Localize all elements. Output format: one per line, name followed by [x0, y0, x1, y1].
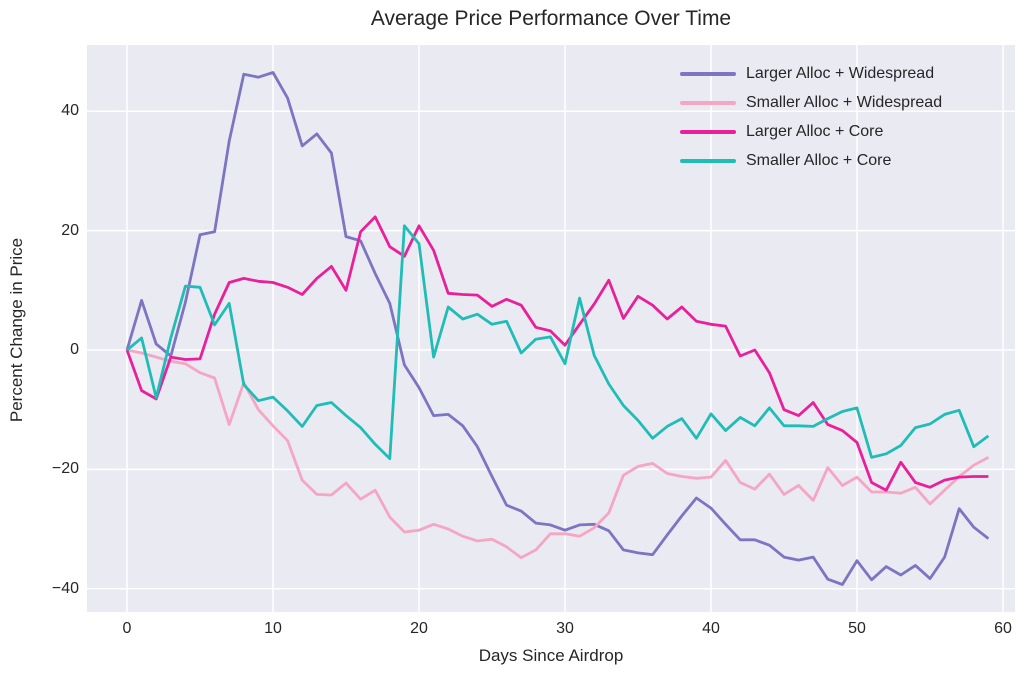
- legend-line-swatch: [680, 71, 736, 76]
- legend-label: Larger Alloc + Widespread: [746, 64, 935, 82]
- legend: Larger Alloc + Widespread Smaller Alloc +…: [680, 59, 942, 175]
- y-tick-label: 20: [61, 221, 79, 239]
- x-tick-label: 50: [848, 620, 866, 637]
- y-tick-label: −40: [51, 579, 79, 597]
- legend-item: Larger Alloc + Widespread: [680, 59, 942, 88]
- y-tick-label: −20: [51, 460, 79, 478]
- series-line: [126, 224, 990, 461]
- series-line: [125, 215, 989, 492]
- legend-line-swatch: [680, 158, 736, 163]
- legend-item: Smaller Alloc + Core: [680, 146, 942, 175]
- x-tick-label: 20: [410, 620, 428, 637]
- series-line: [126, 348, 990, 560]
- x-tick-label: 30: [556, 620, 574, 637]
- legend-item: Larger Alloc + Core: [680, 117, 942, 146]
- legend-item: Smaller Alloc + Widespread: [680, 88, 942, 117]
- chart-title: Average Price Performance Over Time: [370, 7, 732, 30]
- y-axis-label: Percent Change in Price: [7, 237, 26, 423]
- legend-label: Smaller Alloc + Widespread: [746, 93, 943, 111]
- legend-line-swatch: [680, 100, 736, 105]
- legend-label: Larger Alloc + Core: [746, 122, 884, 140]
- series-line: [125, 71, 990, 586]
- x-tick-label: 0: [122, 620, 132, 637]
- plot-area: [87, 45, 1015, 612]
- y-tick-label: 0: [70, 340, 79, 358]
- x-tick-label: 60: [994, 620, 1012, 637]
- y-tick-label: 40: [61, 102, 79, 120]
- x-axis-label: Days Since Airdrop: [478, 646, 624, 665]
- legend-label: Smaller Alloc + Core: [746, 151, 892, 169]
- legend-line-swatch: [680, 129, 736, 134]
- x-tick-label: 10: [264, 620, 282, 637]
- x-tick-label: 40: [702, 620, 720, 637]
